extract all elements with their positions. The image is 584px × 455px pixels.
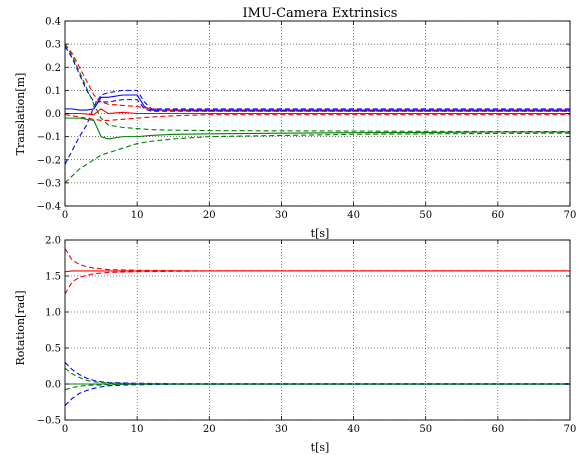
- chart-title: IMU-Camera Extrinsics: [243, 6, 398, 21]
- rotation-y-tick-label-5: 2.0: [45, 236, 61, 247]
- translation-x-axis-label: t[s]: [311, 227, 330, 240]
- translation-y-tick-label-6: 0.2: [45, 63, 61, 74]
- rotation-y-tick-label-1: 0.0: [45, 380, 61, 391]
- rotation-plot-frame: [64, 239, 571, 421]
- translation-y-tick-label-0: −0.4: [37, 202, 61, 213]
- translation-y-tick-label-4: 0.0: [45, 109, 61, 120]
- translation-series-line-4: [65, 43, 570, 112]
- rotation-x-tick-label-7: 70: [564, 424, 577, 435]
- translation-y-tick-label-2: −0.2: [37, 155, 61, 166]
- translation-y-tick-label-7: 0.3: [45, 40, 61, 51]
- rotation-y-tick-label-4: 1.5: [45, 272, 61, 283]
- translation-x-tick-label-7: 70: [564, 210, 577, 221]
- translation-y-tick-label-5: 0.1: [45, 86, 61, 97]
- rotation-y-tick-label-3: 1.0: [45, 308, 61, 319]
- translation-y-tick-label-1: −0.3: [37, 178, 61, 189]
- translation-x-tick-label-3: 30: [275, 210, 288, 221]
- translation-series-line-0: [65, 94, 570, 111]
- translation-x-tick-label-1: 10: [131, 210, 144, 221]
- rotation-x-tick-label-4: 40: [347, 424, 360, 435]
- rotation-x-tick-label-1: 10: [131, 424, 144, 435]
- translation-series-group: [65, 43, 570, 184]
- translation-series-line-6: [65, 117, 570, 140]
- rotation-x-tick-label-0: 0: [62, 424, 68, 435]
- translation-y-tick-label-3: −0.1: [37, 132, 61, 143]
- rotation-series-line-7: [65, 367, 570, 385]
- rotation-x-tick-label-5: 50: [419, 424, 432, 435]
- translation-plot: 0 10 20 30 40 50 60 70 −0.4 −0.3 −0.2 −0.1 0.0 0.1 0.2…: [37, 17, 577, 222]
- rotation-series-line-5: [65, 383, 570, 406]
- translation-series-line-5: [65, 114, 570, 121]
- rotation-series-group: [65, 248, 570, 406]
- translation-y-tick-label-8: 0.4: [45, 17, 61, 28]
- rotation-x-tick-label-2: 20: [203, 424, 216, 435]
- translation-x-tick-label-5: 50: [419, 210, 432, 221]
- rotation-series-line-2: [65, 270, 570, 295]
- translation-x-tick-label-0: 0: [62, 210, 68, 221]
- translation-series-line-3: [65, 108, 570, 116]
- rotation-x-tick-label-6: 60: [491, 424, 504, 435]
- rotation-x-axis-label: t[s]: [311, 441, 330, 454]
- translation-x-tick-label-2: 20: [203, 210, 216, 221]
- rotation-series-line-4: [65, 362, 570, 385]
- rotation-series-line-1: [65, 248, 570, 272]
- rotation-y-tick-label-2: 0.5: [45, 344, 61, 355]
- translation-y-axis-label: Translation[m]: [14, 73, 27, 156]
- rotation-plot: 0 10 20 30 40 50 60 70 −0.5 0.0 0.5 1.0 1.5 2.0: [37, 236, 577, 436]
- rotation-y-axis-label: Rotation[rad]: [14, 291, 27, 366]
- rotation-y-tick-label-0: −0.5: [37, 416, 61, 427]
- translation-x-tick-label-4: 40: [347, 210, 360, 221]
- rotation-x-tick-label-3: 30: [275, 424, 288, 435]
- translation-x-tick-label-6: 60: [491, 210, 504, 221]
- translation-series-line-8: [65, 132, 570, 184]
- rotation-series-line-8: [65, 383, 570, 391]
- translation-series-line-2: [65, 46, 570, 112]
- translation-series-line-7: [65, 43, 570, 133]
- translation-series-line-1: [65, 89, 570, 165]
